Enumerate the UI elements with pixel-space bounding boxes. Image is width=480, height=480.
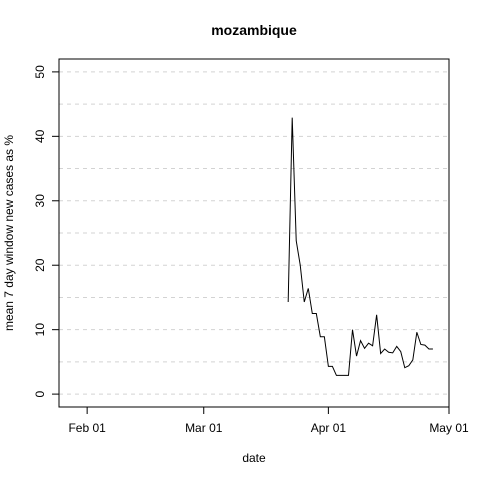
x-tick-label: May 01: [429, 421, 469, 435]
y-tick-label: 50: [33, 65, 47, 79]
chart-title: mozambique: [211, 22, 297, 38]
y-tick-label: 0: [33, 390, 47, 397]
x-axis-label: date: [242, 451, 266, 465]
y-tick-label: 10: [33, 323, 47, 337]
y-axis-label: mean 7 day window new cases as %: [2, 135, 16, 331]
grid-lines: [59, 71, 449, 395]
y-axis: 0 10 20 30 40 50: [33, 65, 60, 397]
y-tick-label: 30: [33, 194, 47, 208]
x-tick-label: Mar 01: [185, 421, 223, 435]
y-tick-label: 20: [33, 258, 47, 272]
x-tick-label: Feb 01: [68, 421, 106, 435]
y-tick-label: 40: [33, 129, 47, 143]
series-line: [287, 117, 433, 376]
x-tick-label: Apr 01: [311, 421, 347, 435]
series-layer: [287, 117, 433, 376]
x-axis: Feb 01 Mar 01 Apr 01 May 01: [68, 406, 469, 435]
